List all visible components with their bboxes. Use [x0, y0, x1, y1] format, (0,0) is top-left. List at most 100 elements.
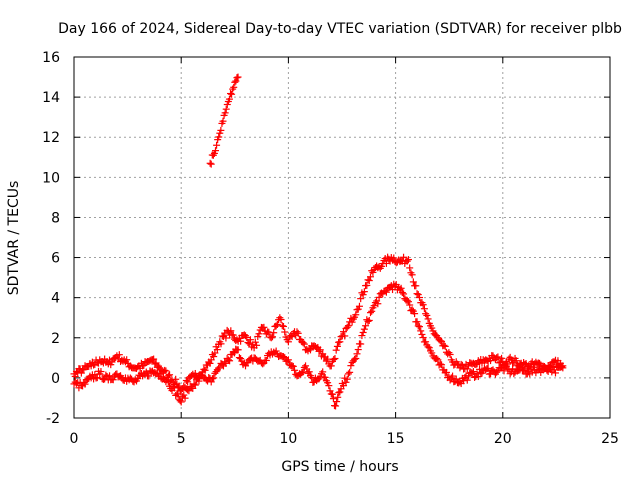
data-point — [211, 369, 219, 377]
data-point — [438, 337, 446, 345]
data-point — [145, 357, 153, 365]
data-point — [521, 366, 529, 374]
data-point — [145, 372, 153, 380]
data-point — [222, 334, 230, 342]
data-point — [536, 359, 544, 367]
data-point — [265, 349, 273, 357]
data-point — [229, 331, 237, 339]
data-point — [215, 364, 223, 372]
data-point — [428, 349, 436, 357]
data-point — [232, 77, 240, 85]
data-point — [328, 390, 336, 398]
data-point — [406, 301, 414, 309]
data-point — [471, 373, 479, 381]
data-point — [119, 376, 127, 384]
data-point — [195, 377, 203, 385]
data-point — [279, 353, 287, 361]
data-point — [463, 365, 471, 373]
data-point — [344, 370, 352, 378]
data-point — [206, 159, 214, 167]
data-point — [424, 315, 432, 323]
data-point — [346, 368, 354, 376]
x-tick-label: 0 — [70, 431, 79, 447]
data-point — [488, 366, 496, 374]
data-point — [278, 322, 286, 330]
data-point — [239, 361, 247, 369]
data-point — [446, 376, 454, 384]
data-point — [213, 366, 221, 374]
data-point — [148, 356, 156, 364]
data-point — [418, 330, 426, 338]
y-tick-label: 6 — [51, 251, 60, 267]
data-point — [413, 290, 421, 298]
data-point — [374, 300, 382, 308]
data-point — [213, 141, 221, 149]
x-tick-labels: 0 5 10 15 20 25 — [70, 431, 619, 447]
data-point — [288, 333, 296, 341]
data-point — [375, 293, 383, 301]
data-point — [210, 353, 218, 361]
data-point — [365, 277, 373, 285]
data-point — [298, 369, 306, 377]
data-point — [309, 378, 317, 386]
data-point — [400, 290, 408, 298]
plot-frame — [73, 56, 611, 419]
data-point — [359, 328, 367, 336]
data-point — [97, 368, 105, 376]
data-point — [341, 332, 349, 340]
data-point — [300, 340, 308, 348]
data-point — [493, 368, 501, 376]
data-point — [500, 367, 508, 375]
data-point — [231, 78, 239, 86]
y-tick-label: 4 — [51, 291, 60, 307]
data-point — [333, 342, 341, 350]
x-tick-label: 20 — [494, 431, 512, 447]
data-point — [81, 380, 89, 388]
data-point — [90, 361, 98, 369]
data-point — [415, 323, 423, 331]
data-point — [262, 356, 270, 364]
data-point — [191, 381, 199, 389]
data-point — [281, 354, 289, 362]
data-point — [255, 330, 263, 338]
data-point — [352, 311, 360, 319]
data-point — [409, 278, 417, 286]
data-point — [474, 373, 482, 381]
data-point — [235, 354, 243, 362]
data-point — [251, 338, 259, 346]
data-point — [360, 288, 368, 296]
data-point — [227, 327, 235, 335]
data-point — [434, 356, 442, 364]
data-point — [462, 372, 470, 380]
data-point — [419, 334, 427, 342]
data-point — [102, 358, 110, 366]
data-point — [469, 368, 477, 376]
y-tick-labels: -2 0 2 4 6 8 10 12 14 16 — [42, 50, 60, 427]
data-point — [424, 343, 432, 351]
data-point — [136, 364, 144, 372]
data-point — [210, 374, 218, 382]
data-point — [403, 296, 411, 304]
data-point — [294, 329, 302, 337]
data-point — [354, 346, 362, 354]
data-point — [505, 355, 513, 363]
data-point — [412, 282, 420, 290]
data-point — [403, 257, 411, 265]
data-point — [452, 375, 460, 383]
data-point — [270, 329, 278, 337]
x-tick-label: 15 — [387, 431, 405, 447]
data-point — [408, 271, 416, 279]
data-point — [436, 337, 444, 345]
data-point — [217, 126, 225, 134]
data-point — [253, 341, 261, 349]
data-point — [291, 328, 299, 336]
data-point — [176, 397, 184, 405]
data-point — [234, 346, 242, 354]
data-point — [391, 282, 399, 290]
data-point — [207, 160, 215, 168]
data-point — [330, 402, 338, 410]
data-point — [169, 382, 177, 390]
data-point — [366, 309, 374, 317]
data-point — [181, 394, 189, 402]
data-point — [174, 390, 182, 398]
